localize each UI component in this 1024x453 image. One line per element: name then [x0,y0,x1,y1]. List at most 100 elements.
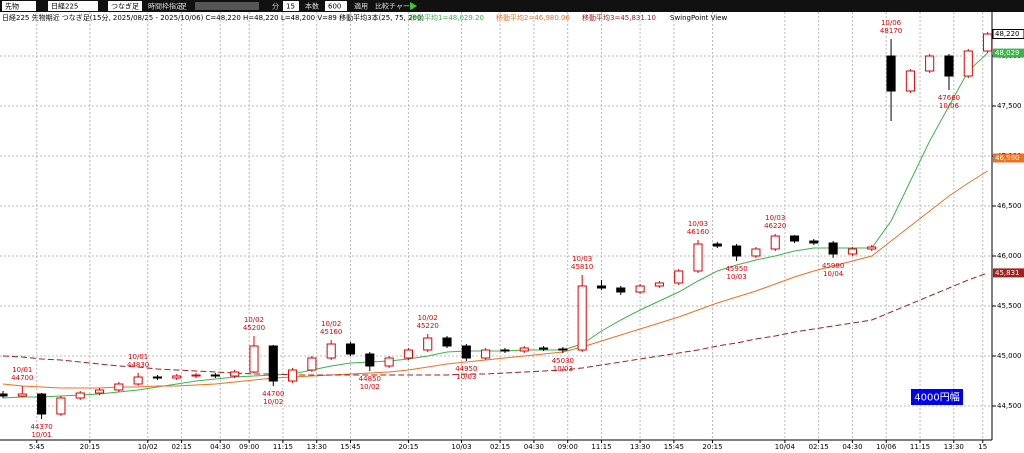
candle-body [693,243,703,272]
x-tick-label: 10/03 [451,443,471,451]
ma-value-box [993,153,1024,163]
annotation: 4000円幅 [914,391,959,404]
candle-body [326,343,336,359]
dropdown[interactable] [48,1,98,11]
ma-value-label: 48,029 [995,49,1020,57]
ma-value-label: 46,980 [995,154,1020,162]
toolbar-item[interactable]: 本数 [305,2,319,11]
candle-body [172,375,182,379]
swing-date: 10/03 [765,214,785,222]
x-tick-label: 02:15 [809,443,829,451]
y-tick-label: 46,000 [997,252,1022,260]
candle-body [519,347,529,352]
toolbar-item[interactable]: 適用 [354,2,368,11]
candle-body [17,393,27,397]
candle-body [577,285,587,351]
ma-value-box [993,48,1024,58]
x-tick-label: 04:30 [842,443,862,451]
candle-body [732,245,742,257]
swing-date: 10/03 [727,273,747,281]
candle-body [789,235,800,242]
swing-price: 46160 [687,228,709,236]
toolbar-item[interactable]: 時間枠指定 [148,2,183,11]
input[interactable] [325,1,347,11]
candle-body [635,285,645,293]
candle-body [307,357,317,371]
candle-body [674,270,684,284]
swing-price: 45200 [243,324,265,332]
candle-body [75,392,85,399]
toolbar-item[interactable]: 分 [272,2,279,11]
x-tick-label: 13:30 [944,443,964,451]
x-tick-label: 04:30 [524,443,544,451]
candle-body [423,337,433,351]
candle-body [210,374,220,377]
swing-price: 45980 [822,262,844,270]
toolbar-item[interactable]: 比較チャート [375,2,417,11]
swing-date: 10/02 [244,316,264,324]
swing-date: 10/06 [881,19,902,27]
subtitle: SwingPoint View [670,14,727,22]
legend-entry: 移動平均2=46,980.06 [496,13,570,22]
x-tick-label: 11:15 [910,443,930,451]
last-price-label: 48,220 [995,30,1020,38]
candle-body [56,397,66,415]
x-tick-label: 04:30 [210,443,230,451]
candle-body [37,393,47,415]
y-tick-label: 45,000 [997,352,1022,360]
dropdown[interactable] [108,1,142,11]
swing-price: 44950 [455,365,477,373]
swing-price: 45160 [320,328,342,336]
x-tick-label: 5:45 [29,443,45,451]
toolbar-item[interactable]: 先物 [5,2,19,11]
candle-body [616,287,626,293]
toolbar-item[interactable]: 15 [286,3,295,11]
candle-body [905,70,915,92]
candle-body [983,33,993,52]
candle-body [0,393,8,397]
candle-body [268,345,278,382]
candle-body [558,348,568,351]
candle-body [94,389,105,394]
toolbar-item[interactable]: 足 [180,3,187,11]
candle-body [925,55,935,72]
toolbar-buttons[interactable] [195,2,259,10]
candle-body [963,50,973,77]
toolbar-item[interactable]: つなぎ足 [111,2,139,11]
swing-date: 10/02 [360,383,380,391]
candle-body [809,240,819,244]
swing-date: 10/03 [688,220,708,228]
input[interactable] [283,1,299,11]
candle-body [654,282,664,287]
x-tick-label: 20:15 [80,443,100,451]
swing-date: 10/02 [321,320,341,328]
x-tick-label: 13:30 [630,443,650,451]
swing-price: 44700 [11,374,33,382]
swing-price: 48170 [880,27,902,35]
swing-date: 10/02 [263,398,283,406]
legend-entry: 移動平均3=45,831.10 [582,13,656,22]
candle-body [500,349,510,352]
x-tick-label: 10/02 [138,443,158,451]
candle-body [481,349,491,359]
candle-body [461,345,471,359]
chart-title: 日経225 先物期近 つなぎ足(15分, 2025/08/25 - 2025/1… [2,13,424,22]
candle-body [288,369,298,382]
candle-body [712,243,722,247]
candle-body [133,376,143,385]
toolbar-item[interactable]: 日経225 [51,2,78,11]
candle-body [249,345,259,373]
swing-price: 44700 [262,390,284,398]
x-tick-label: 10/04 [775,443,796,451]
dropdown[interactable] [2,1,36,11]
x-tick-label: 15:45 [340,443,360,451]
swing-date: 10/06 [939,102,960,110]
candle-body [403,349,413,359]
candle-body [828,242,838,255]
legend-entry: 移動平均1=48,029.20 [410,13,484,22]
x-tick-label: 02:15 [171,443,191,451]
toolbar-item[interactable]: 600 [328,3,341,11]
candle-body [230,371,240,377]
play-icon[interactable] [410,2,417,10]
candle-body [596,285,607,289]
